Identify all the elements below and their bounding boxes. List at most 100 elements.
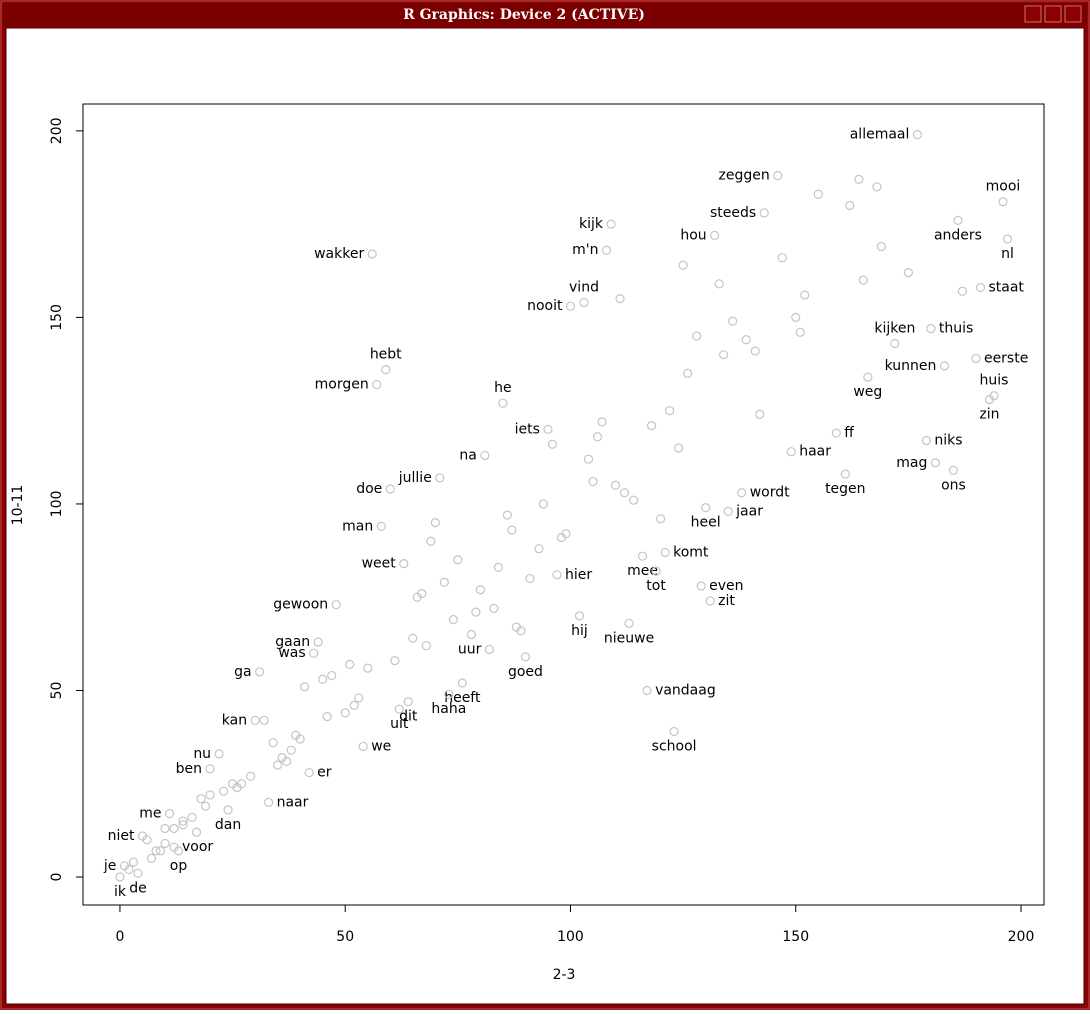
point bbox=[376, 521, 386, 531]
minimize-button[interactable] bbox=[1024, 5, 1042, 23]
point-label: wordt bbox=[750, 485, 790, 501]
point-label: he bbox=[494, 380, 512, 396]
point-label: vind bbox=[569, 279, 599, 295]
point bbox=[480, 450, 490, 461]
point bbox=[340, 708, 350, 718]
close-button[interactable] bbox=[1064, 5, 1082, 23]
point bbox=[795, 327, 805, 337]
point bbox=[218, 786, 229, 796]
point bbox=[723, 506, 733, 517]
point-label: na bbox=[459, 447, 476, 463]
point bbox=[286, 745, 296, 755]
point bbox=[957, 286, 968, 296]
point bbox=[466, 629, 476, 640]
point bbox=[367, 249, 377, 259]
point-label: nieuwe bbox=[604, 630, 654, 646]
maximize-button[interactable] bbox=[1044, 5, 1062, 23]
point bbox=[669, 726, 679, 737]
point bbox=[556, 532, 567, 543]
point-label: ff bbox=[844, 425, 854, 441]
point bbox=[737, 488, 747, 498]
point bbox=[498, 398, 508, 408]
point bbox=[363, 663, 373, 673]
x-tick-label: 100 bbox=[557, 929, 584, 945]
point bbox=[975, 282, 986, 293]
point bbox=[191, 827, 202, 837]
point bbox=[588, 476, 598, 487]
window-title: R Graphics: Device 2 (ACTIVE) bbox=[403, 7, 645, 23]
point bbox=[755, 409, 765, 420]
point-label: thuis bbox=[939, 321, 973, 337]
point bbox=[435, 473, 445, 483]
point bbox=[273, 760, 283, 770]
point bbox=[890, 338, 900, 349]
point bbox=[777, 253, 787, 263]
point-label: hij bbox=[571, 623, 588, 639]
x-tick-label: 150 bbox=[782, 929, 809, 945]
point bbox=[390, 656, 400, 666]
point bbox=[615, 294, 625, 304]
point-label: zin bbox=[979, 406, 999, 422]
point-label: ben bbox=[176, 761, 202, 777]
point bbox=[876, 241, 886, 252]
point bbox=[327, 670, 337, 681]
point-label: hebt bbox=[370, 347, 402, 363]
point bbox=[646, 420, 657, 431]
point bbox=[453, 555, 463, 565]
point bbox=[683, 368, 693, 378]
point bbox=[592, 432, 603, 442]
point bbox=[858, 275, 868, 285]
x-axis-label: 2-3 bbox=[553, 967, 576, 983]
point bbox=[421, 641, 431, 651]
point-label: even bbox=[709, 578, 743, 594]
point bbox=[246, 771, 256, 781]
point bbox=[840, 469, 850, 479]
point-label: school bbox=[652, 739, 697, 755]
point-label: steeds bbox=[710, 205, 756, 221]
point bbox=[403, 697, 413, 707]
point bbox=[552, 570, 562, 580]
point bbox=[696, 581, 706, 591]
point-label: mooi bbox=[986, 179, 1021, 195]
y-axis-label: 10-11 bbox=[10, 485, 26, 526]
point-label: uur bbox=[458, 641, 482, 657]
plot-device bbox=[5, 27, 1085, 1005]
point bbox=[579, 297, 589, 308]
point bbox=[448, 614, 458, 625]
point bbox=[187, 812, 197, 822]
point bbox=[268, 738, 278, 748]
point bbox=[741, 335, 751, 345]
point bbox=[318, 674, 328, 684]
point-label: naar bbox=[277, 794, 309, 810]
point-label: gewoon bbox=[273, 597, 328, 613]
point-label: goed bbox=[508, 664, 543, 680]
point bbox=[439, 577, 449, 587]
point bbox=[142, 835, 152, 845]
point-label: tot bbox=[646, 578, 666, 594]
point bbox=[264, 797, 274, 808]
point bbox=[304, 767, 314, 778]
point bbox=[1002, 234, 1013, 244]
point-label: kijk bbox=[579, 216, 604, 232]
point bbox=[178, 816, 188, 826]
point-label: m'n bbox=[572, 242, 598, 258]
point bbox=[912, 129, 922, 140]
point bbox=[385, 484, 395, 494]
point bbox=[354, 693, 364, 703]
point-label: doe bbox=[356, 481, 382, 497]
point bbox=[719, 350, 729, 360]
point bbox=[637, 551, 648, 561]
point bbox=[345, 659, 355, 669]
point bbox=[872, 182, 882, 192]
point-label: iets bbox=[515, 421, 540, 437]
y-tick-label: 150 bbox=[49, 304, 65, 331]
point bbox=[408, 633, 418, 643]
point-label: was bbox=[278, 645, 305, 661]
point bbox=[547, 439, 558, 449]
point-label: we bbox=[371, 738, 391, 754]
point bbox=[597, 417, 607, 427]
point bbox=[759, 208, 769, 218]
point bbox=[128, 857, 139, 867]
point bbox=[493, 562, 503, 572]
